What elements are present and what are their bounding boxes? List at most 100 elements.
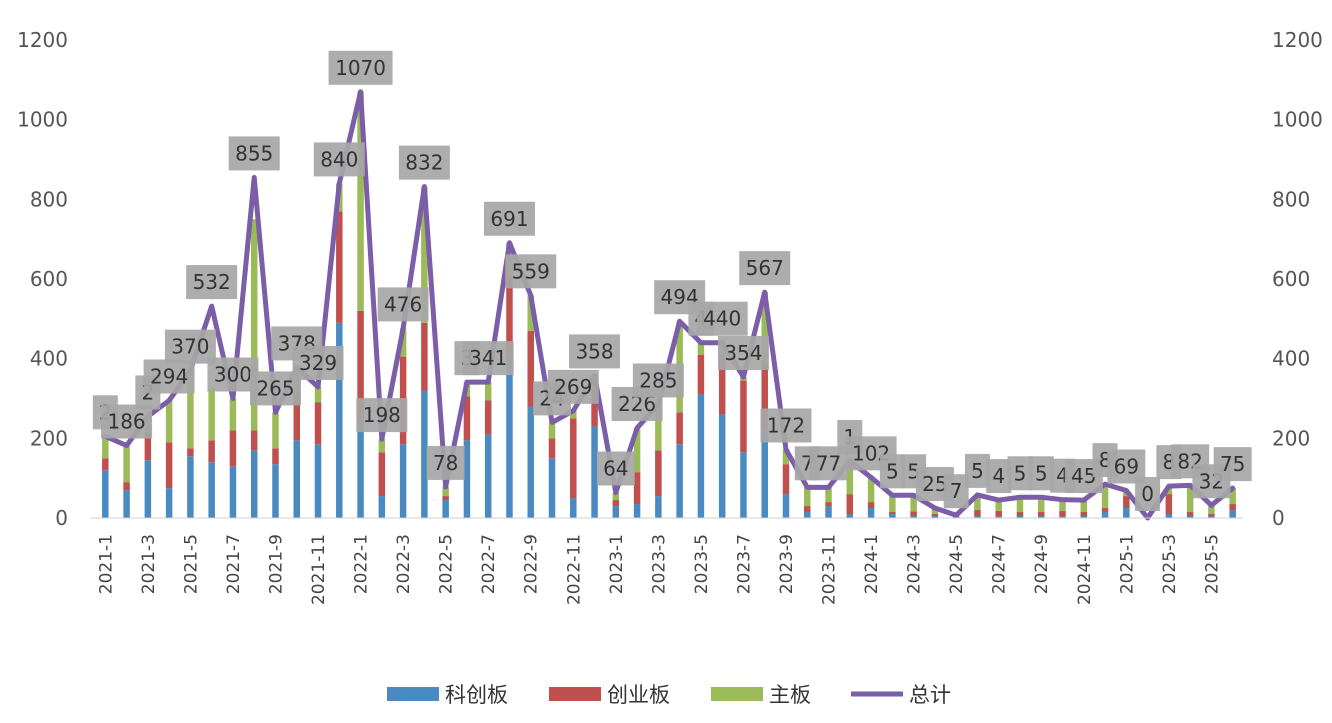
bar-kcb [1016, 516, 1024, 518]
bar-cyb [889, 512, 896, 515]
data-label: 840 [313, 142, 365, 177]
bar-cyb [1165, 494, 1173, 515]
bar-cyb [718, 358, 726, 415]
bar-zb [931, 508, 939, 515]
bar-kcb [1080, 516, 1088, 518]
x-tick-label: 2025-5 [1202, 534, 1222, 594]
x-tick-label: 2023-9 [777, 534, 797, 594]
data-label: 198 [356, 398, 408, 433]
data-label: 7 [943, 474, 969, 509]
bar-kcb [782, 494, 790, 518]
data-label: 559 [505, 254, 557, 289]
bar-kcb [846, 514, 854, 518]
data-label-text: 840 [320, 147, 358, 171]
bar-cyb [740, 380, 747, 453]
y-tick-label-left: 200 [30, 426, 68, 450]
data-label-box [943, 474, 969, 509]
x-tick-label: 2024-7 [990, 534, 1010, 594]
x-tick-label: 2023-7 [734, 534, 754, 594]
bar-kcb [1037, 516, 1045, 518]
x-tick-label: 2022-7 [479, 534, 499, 594]
data-label-box [426, 445, 465, 480]
y-tick-label-left: 0 [55, 506, 68, 530]
x-axis: 2021-1 2021-3 2021-5 2021-7 2021-9 2021-11 202… [90, 517, 1243, 605]
bar-kcb [463, 440, 471, 518]
y-tick-label-right: 1000 [1272, 108, 1323, 132]
bar-kcb [229, 466, 237, 518]
x-tick-label: 2024-3 [905, 534, 925, 594]
data-label-box [879, 454, 905, 489]
data-label-box [377, 287, 429, 322]
data-label-box [143, 359, 195, 394]
data-label: 855 [228, 136, 280, 171]
bar-kcb [102, 470, 109, 518]
bar-kcb [123, 490, 130, 518]
data-label-text: 172 [767, 413, 805, 437]
bar-cyb [102, 458, 109, 471]
bar-cyb [421, 322, 428, 391]
bar-cyb [1059, 510, 1066, 517]
bar-cyb [761, 362, 768, 431]
legend-swatch [711, 687, 763, 701]
data-label: 532 [186, 265, 238, 300]
bar-cyb [1037, 512, 1045, 516]
data-label-text: 45 [1071, 464, 1096, 488]
bar-cyb [1229, 504, 1236, 511]
data-label-box [569, 334, 621, 369]
bar-series-group [102, 91, 1236, 519]
bar-zb [570, 410, 577, 419]
bar-cyb [463, 396, 471, 441]
data-label: 172 [760, 408, 812, 443]
bar-zb [1059, 499, 1066, 511]
bar-zb [208, 388, 215, 441]
data-label-box [1007, 456, 1033, 491]
bar-cyb [995, 510, 1002, 517]
bar-zb [357, 91, 364, 311]
bar-kcb [293, 440, 301, 518]
bar-zb [974, 494, 981, 511]
bar-kcb [484, 434, 492, 518]
x-tick-label: 2022-1 [352, 534, 372, 594]
legend-label: 科创板 [445, 683, 508, 707]
bar-zb [612, 492, 620, 501]
data-label: 567 [739, 251, 791, 286]
bar-cyb [612, 500, 620, 507]
bar-kcb [399, 444, 407, 518]
bar-zb [314, 386, 322, 403]
x-tick-label: 2024-11 [1075, 534, 1095, 605]
bar-cyb [314, 402, 322, 445]
bar-cyb [910, 511, 917, 517]
data-label-box [228, 136, 280, 171]
data-label-text: 1070 [335, 56, 386, 80]
bar-kcb [421, 390, 428, 518]
data-label: 440 [696, 301, 748, 336]
x-tick-label: 2021-7 [224, 534, 244, 594]
bar-cyb [570, 418, 577, 499]
bar-cyb [293, 392, 301, 441]
bar-kcb [697, 394, 705, 518]
bar-kcb [548, 458, 556, 518]
bar-cyb [506, 275, 513, 359]
data-label: 476 [377, 287, 429, 322]
bar-kcb [1059, 516, 1066, 518]
bar-zb [484, 382, 492, 401]
data-label-box [249, 371, 301, 406]
bar-zb [165, 400, 173, 443]
bar-zb [804, 487, 811, 507]
data-label-text: 75 [1220, 452, 1245, 476]
bar-kcb [144, 460, 152, 518]
bar-cyb [846, 494, 854, 515]
x-tick-label: 2022-11 [564, 534, 584, 605]
bar-cyb [591, 390, 598, 427]
bar-cyb [208, 440, 215, 463]
y-tick-label-left: 400 [30, 347, 68, 371]
data-label-box [313, 142, 365, 177]
bar-kcb [655, 496, 662, 518]
bar-zb [910, 495, 917, 512]
data-label: 269 [547, 369, 599, 404]
bar-zb [1101, 484, 1109, 509]
bar-kcb [336, 322, 343, 518]
bar-kcb [1123, 508, 1130, 518]
data-label-text: 4 [992, 464, 1005, 488]
bar-zb [102, 436, 109, 459]
